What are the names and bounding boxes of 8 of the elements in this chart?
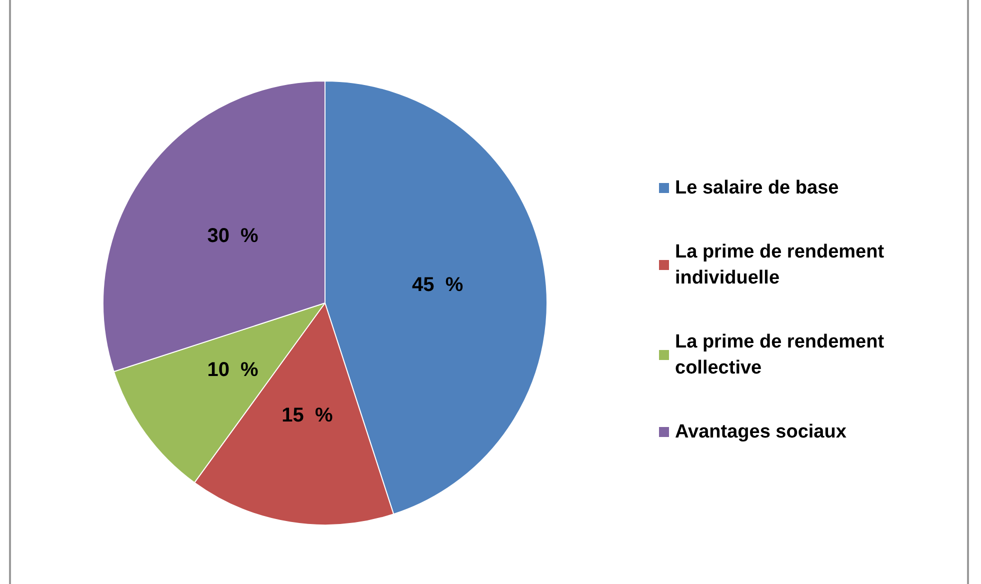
data-label: 10 % [207, 359, 259, 382]
data-label: 45 % [412, 274, 464, 296]
legend-label: La prime de rendement individuelle [675, 242, 890, 288]
legend-label: Avantages sociaux [675, 422, 847, 442]
legend-label: Le salaire de base [675, 178, 839, 198]
data-label: 15 % [282, 404, 333, 427]
legend-label: La prime de rendement collective [675, 332, 890, 378]
data-label: 30 % [207, 224, 259, 247]
